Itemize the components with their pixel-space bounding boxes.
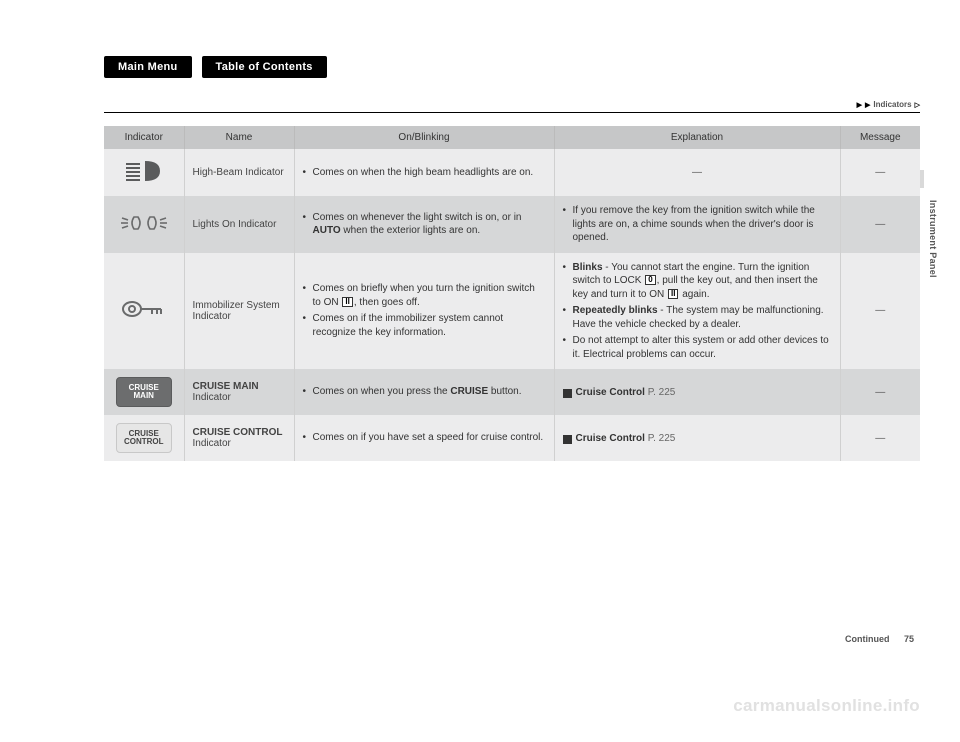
table-row: Immobilizer System Indicator Comes on br… bbox=[104, 253, 920, 370]
table-header: Indicator Name On/Blinking Explanation M… bbox=[104, 126, 920, 149]
text-bold: Cruise Control bbox=[576, 433, 645, 444]
top-tabs: Main Menu Table of Contents bbox=[104, 56, 327, 78]
indicator-cell: CRUISE MAIN bbox=[104, 369, 184, 415]
text: Comes on whenever the light switch is on… bbox=[313, 212, 522, 223]
triangle-icon: ▶ bbox=[857, 101, 862, 109]
plate-line: CONTROL bbox=[124, 438, 164, 446]
onblinking-cell: Comes on briefly when you turn the ignit… bbox=[294, 253, 554, 370]
onblinking-cell: Comes on when the high beam headlights a… bbox=[294, 149, 554, 196]
text: Indicator bbox=[193, 438, 231, 449]
high-beam-icon bbox=[120, 157, 168, 185]
text-bold: Cruise Control bbox=[576, 387, 645, 398]
bullet-text: Do not attempt to alter this system or a… bbox=[563, 334, 832, 361]
text-bold: CRUISE CONTROL bbox=[193, 427, 283, 438]
cruise-main-icon: CRUISE MAIN bbox=[116, 377, 172, 407]
explanation-cell: Cruise Control P. 225 bbox=[554, 369, 840, 415]
explanation-cell: Cruise Control P. 225 bbox=[554, 415, 840, 461]
tab-toc[interactable]: Table of Contents bbox=[202, 56, 327, 78]
triangle-icon: ▶ bbox=[865, 101, 870, 109]
th-explanation: Explanation bbox=[554, 126, 840, 149]
onblinking-cell: Comes on whenever the light switch is on… bbox=[294, 196, 554, 253]
table-row: CRUISE CONTROL CRUISE CONTROL Indicator … bbox=[104, 415, 920, 461]
name-cell: CRUISE CONTROL Indicator bbox=[184, 415, 294, 461]
ignition-position-box: II bbox=[342, 297, 352, 307]
indicator-cell bbox=[104, 253, 184, 370]
text: Comes on when you press the bbox=[313, 386, 451, 397]
th-onblinking: On/Blinking bbox=[294, 126, 554, 149]
watermark-text: carmanualsonline.info bbox=[733, 696, 920, 716]
th-name: Name bbox=[184, 126, 294, 149]
tab-main-menu[interactable]: Main Menu bbox=[104, 56, 192, 78]
bullet-text: Comes on briefly when you turn the ignit… bbox=[303, 282, 546, 309]
text: again. bbox=[679, 289, 709, 300]
ignition-position-box: 0 bbox=[645, 275, 655, 285]
table-row: High-Beam Indicator Comes on when the hi… bbox=[104, 149, 920, 196]
reference-text: Cruise Control P. 225 bbox=[576, 387, 676, 398]
cross-reference[interactable]: Cruise Control P. 225 bbox=[563, 433, 832, 444]
cross-reference[interactable]: Cruise Control P. 225 bbox=[563, 387, 832, 398]
th-message: Message bbox=[840, 126, 920, 149]
immobilizer-key-icon bbox=[119, 297, 169, 321]
explanation-cell: Blinks - You cannot start the engine. Tu… bbox=[554, 253, 840, 370]
bullet-text: If you remove the key from the ignition … bbox=[563, 204, 832, 245]
onblinking-cell: Comes on when you press the CRUISE butto… bbox=[294, 369, 554, 415]
explanation-cell: If you remove the key from the ignition … bbox=[554, 196, 840, 253]
bullet-text: Comes on when you press the CRUISE butto… bbox=[303, 385, 546, 399]
name-cell: Immobilizer System Indicator bbox=[184, 253, 294, 370]
page-footer: Continued 75 bbox=[845, 634, 914, 644]
running-head-text: Indicators bbox=[873, 100, 911, 109]
text-bold: Repeatedly blinks bbox=[573, 305, 658, 316]
table-row: CRUISE MAIN CRUISE MAIN Indicator Comes … bbox=[104, 369, 920, 415]
message-cell: — bbox=[840, 253, 920, 370]
explanation-cell: — bbox=[554, 149, 840, 196]
bullet-text: Comes on whenever the light switch is on… bbox=[303, 211, 546, 238]
indicators-table: Indicator Name On/Blinking Explanation M… bbox=[104, 126, 920, 461]
bullet-text: Comes on if you have set a speed for cru… bbox=[303, 431, 546, 445]
triangle-icon: ▷ bbox=[915, 101, 920, 109]
cruise-control-icon: CRUISE CONTROL bbox=[116, 423, 172, 453]
indicator-cell: CRUISE CONTROL bbox=[104, 415, 184, 461]
lights-on-icon bbox=[116, 211, 172, 235]
name-cell: CRUISE MAIN Indicator bbox=[184, 369, 294, 415]
text-bold: CRUISE MAIN bbox=[193, 381, 259, 392]
name-cell: Lights On Indicator bbox=[184, 196, 294, 253]
message-cell: — bbox=[840, 149, 920, 196]
text-bold: AUTO bbox=[313, 225, 341, 236]
bullet-text: Blinks - You cannot start the engine. Tu… bbox=[563, 261, 832, 302]
continued-label: Continued bbox=[845, 634, 890, 644]
text: button. bbox=[488, 386, 521, 397]
reference-text: Cruise Control P. 225 bbox=[576, 433, 676, 444]
text: when the exterior lights are on. bbox=[341, 225, 481, 236]
indicator-cell bbox=[104, 196, 184, 253]
page-ref: P. 225 bbox=[648, 387, 676, 398]
name-cell: High-Beam Indicator bbox=[184, 149, 294, 196]
running-head: ▶ ▶ Indicators ▷ bbox=[857, 100, 920, 109]
bullet-text: Comes on when the high beam headlights a… bbox=[303, 166, 546, 180]
bullet-text: Repeatedly blinks - The system may be ma… bbox=[563, 304, 832, 331]
text-bold: Blinks bbox=[573, 262, 603, 273]
text-bold: CRUISE bbox=[450, 386, 488, 397]
indicator-cell bbox=[104, 149, 184, 196]
th-indicator: Indicator bbox=[104, 126, 184, 149]
page-number: 75 bbox=[904, 634, 914, 644]
plate-line: MAIN bbox=[134, 392, 154, 400]
reference-marker-icon bbox=[563, 389, 572, 398]
text: Indicator bbox=[193, 392, 231, 403]
message-cell: — bbox=[840, 369, 920, 415]
ignition-position-box: II bbox=[668, 289, 678, 299]
message-cell: — bbox=[840, 415, 920, 461]
bullet-text: Comes on if the immobilizer system canno… bbox=[303, 312, 546, 339]
table-row: Lights On Indicator Comes on whenever th… bbox=[104, 196, 920, 253]
message-cell: — bbox=[840, 196, 920, 253]
page-ref: P. 225 bbox=[648, 433, 676, 444]
header-rule bbox=[104, 112, 920, 113]
onblinking-cell: Comes on if you have set a speed for cru… bbox=[294, 415, 554, 461]
section-tab-label: Instrument Panel bbox=[928, 200, 938, 278]
reference-marker-icon bbox=[563, 435, 572, 444]
text: , then goes off. bbox=[354, 297, 420, 308]
